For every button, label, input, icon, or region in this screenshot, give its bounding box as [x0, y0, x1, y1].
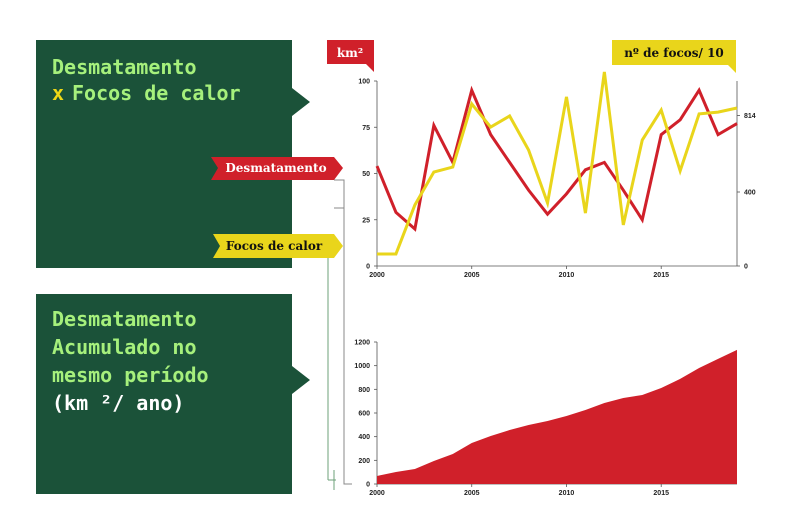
y2-tick-label: 0 [744, 264, 748, 271]
y-tick-label: 400 [358, 434, 370, 441]
line-series [375, 85, 738, 232]
connector [327, 247, 336, 490]
y2-label-tag [612, 40, 736, 73]
y-tick-label: 25 [362, 217, 370, 224]
y-tick-label: 0 [366, 482, 370, 489]
y-tick-label: 1200 [354, 340, 370, 347]
x-tick-label: 2010 [559, 272, 575, 279]
panel-title: Focos de calor [72, 81, 241, 105]
area-series [377, 349, 737, 484]
y-tick-label: 0 [366, 264, 370, 271]
panel-title: mesmo período [52, 363, 209, 387]
x-tick-label: 2000 [369, 490, 385, 497]
panel-title: x [52, 81, 64, 105]
connector [334, 179, 352, 485]
panel-unit: (km ²/ ano) [52, 391, 184, 415]
legend-label: Desmatamento [225, 161, 326, 175]
y-axis-label: km² [337, 46, 363, 60]
panel-title: Desmatamento [52, 307, 197, 331]
y2-tick-label: 814 [744, 113, 756, 120]
x-tick-label: 2015 [653, 272, 669, 279]
panel [36, 40, 310, 268]
x-tick-label: 2000 [369, 272, 385, 279]
legend-label: Focos de calor [226, 239, 323, 253]
y-tick-label: 200 [358, 458, 370, 465]
x-tick-label: 2010 [559, 490, 575, 497]
x-tick-label: 2015 [653, 490, 669, 497]
y-tick-label: 600 [358, 411, 370, 418]
y2-axis-label: nº de focos/ 10 [624, 46, 724, 60]
legend-tag [213, 234, 343, 258]
y-tick-label: 800 [358, 387, 370, 394]
panel [36, 294, 310, 494]
y-tick-label: 100 [358, 79, 370, 86]
panel-title: Desmatamento [52, 55, 197, 79]
legend-tag [211, 157, 343, 180]
panel-title: Acumulado no [52, 335, 197, 359]
y-label-tag [327, 40, 374, 72]
line-series [377, 71, 738, 256]
y-tick-label: 1000 [354, 363, 370, 370]
y-tick-label: 75 [362, 125, 370, 132]
y2-tick-label: 400 [744, 190, 756, 197]
x-tick-label: 2005 [464, 490, 480, 497]
x-tick-label: 2005 [464, 272, 480, 279]
y-tick-label: 50 [362, 171, 370, 178]
